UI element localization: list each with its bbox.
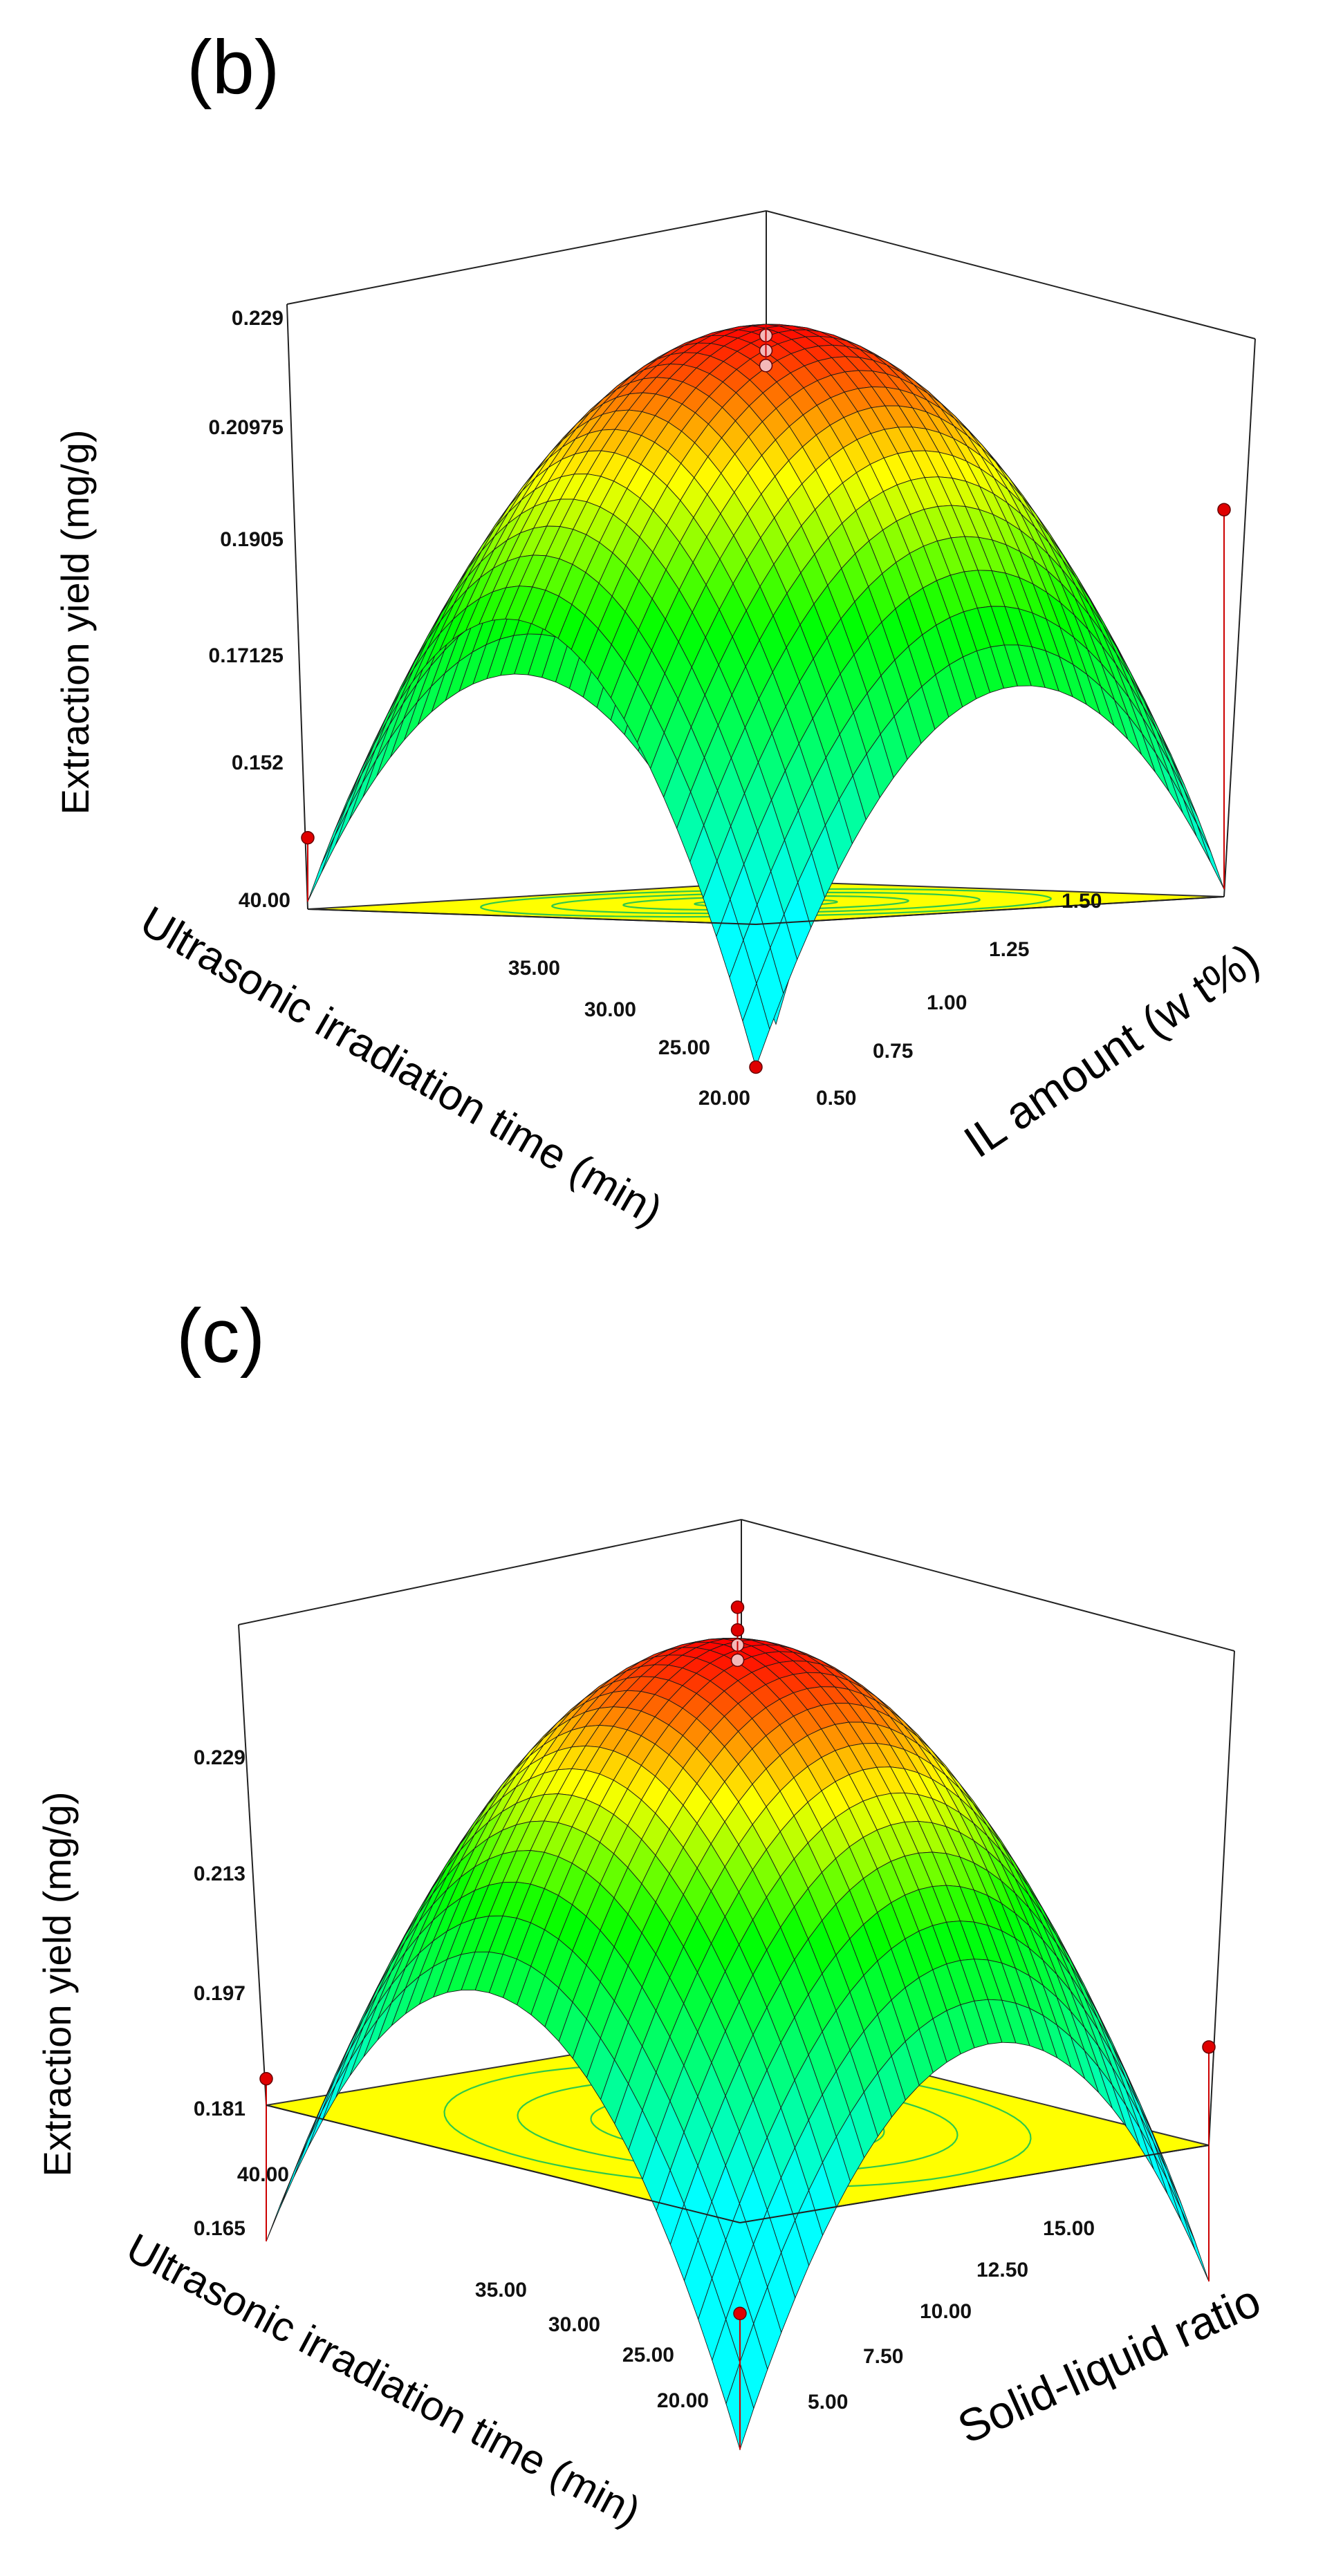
z-tick-label: 0.20975 [209,416,284,439]
z-tick-label: 0.1905 [220,528,284,551]
axis-line-y [739,2145,1210,2223]
z-tick-label: 0.17125 [209,644,284,667]
box-edge-top-left [238,1519,742,1625]
axis-line-y [755,896,1225,925]
y-tick-label: 10.00 [920,2300,972,2323]
x-axis-title: Ultrasonic irradiation time (min) [119,2224,647,2535]
surface-patch [1180,2209,1210,2282]
axis-line-x [266,2104,741,2223]
response-surface [307,324,1225,1068]
x-tick-label: 35.00 [475,2279,527,2302]
chart-panel-c: (c) 20.00 25.00 30.00 35.00 40.00 5.00 7.50 10.0… [35,1294,1268,2535]
x-tick-label: 40.00 [239,889,290,912]
axis-line-z-left [238,1624,267,2106]
y-tick-label: 7.50 [863,2345,903,2368]
surface-patch [307,836,335,902]
design-point [301,830,315,845]
y-tick-label: 12.50 [976,2259,1028,2281]
y-tick-label: 0.75 [873,1040,913,1063]
z-axis-title: Extraction yield (mg/g) [53,429,97,814]
surface-patch [1167,2180,1196,2250]
surface-patch [1167,2171,1196,2241]
design-point [733,2306,747,2320]
y-tick-label: 1.50 [1062,890,1102,913]
axis-line-z-right [1223,338,1256,897]
x-tick-label: 35.00 [508,957,560,980]
panel-label: (b) [187,25,279,110]
surface-patch [320,801,349,866]
design-point [759,359,773,373]
design-point [259,2071,273,2086]
z-tick-label: 0.152 [232,752,284,774]
y-tick-label: 5.00 [808,2391,848,2414]
surface-patch [1196,824,1225,890]
x-tick-label: 30.00 [584,998,636,1021]
x-tick-label: 30.00 [548,2313,600,2336]
surface-patch [1183,798,1211,862]
panel-label: (c) [176,1294,265,1379]
x-tick-label: 40.00 [237,2163,289,2186]
z-tick-label: 0.181 [194,2098,246,2120]
z-axis-title: Extraction yield (mg/g) [35,1791,79,2176]
x-tick-label: 20.00 [698,1087,750,1110]
z-tick-label: 0.197 [194,1982,246,2005]
design-point [1217,503,1231,516]
y-axis-title: IL amount (w t%) [955,933,1268,1167]
surface-patch [742,982,770,1068]
box-edge-top-right [741,1519,1235,1652]
axis-line-x [307,908,757,925]
x-tick-label: 20.00 [657,2389,709,2412]
y-tick-label: 1.25 [989,938,1029,961]
x-axis-title: Ultrasonic irradiation time (min) [133,897,670,1235]
z-tick-label: 0.229 [232,307,284,330]
surface-patch [1153,2152,1182,2221]
design-point [1202,2040,1216,2054]
box-edge-top-left [286,210,767,305]
y-axis-title: Solid-liquid ratio [950,2275,1268,2454]
surface-patch [321,808,349,873]
axis-line-z-right [1208,1650,1235,2146]
chart-panel-b: (b) 20.00 25.00 30.00 35.00 40.00 0.50 0.75 1.00… [53,25,1268,1235]
y-tick-label: 0.50 [816,1087,856,1110]
design-point [749,1060,763,1074]
axis-line-z-left [286,304,308,910]
design-point [730,1600,745,1614]
surface-patch [335,783,363,846]
x-tick-label: 25.00 [658,1036,710,1059]
x-tick-label: 25.00 [622,2344,674,2367]
z-tick-label: 0.165 [194,2217,246,2240]
z-tick-label: 0.229 [194,1746,246,1769]
response-surface [266,1637,1210,2451]
surface-patch [293,2111,322,2177]
box-edge-top-right [766,210,1256,339]
y-tick-label: 15.00 [1043,2217,1095,2240]
contour-line [480,888,1052,918]
design-point [730,1623,745,1637]
z-tick-label: 0.213 [194,1863,246,1885]
design-point [730,1653,745,1668]
y-tick-label: 1.00 [927,991,967,1014]
